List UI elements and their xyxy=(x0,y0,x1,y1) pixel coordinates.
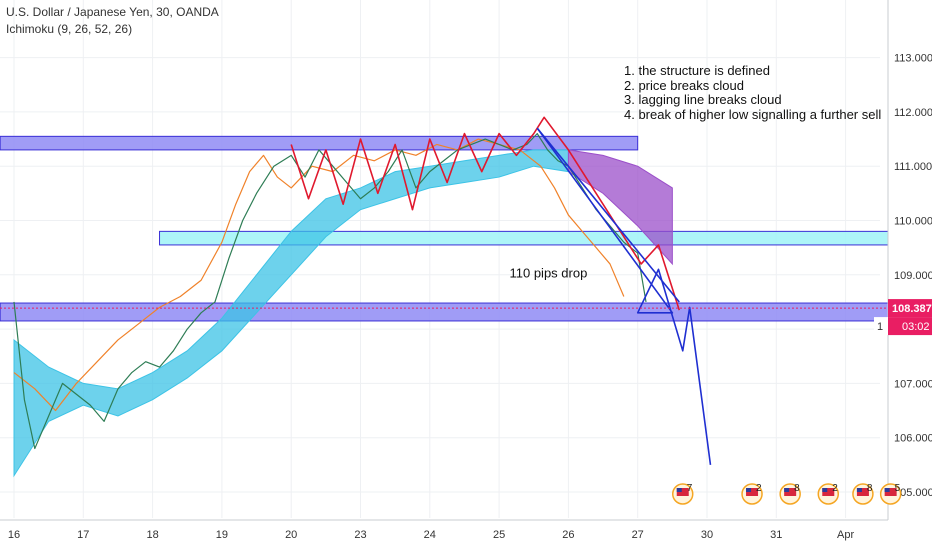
x-tick-label: 31 xyxy=(770,529,782,541)
note-2: 2. price breaks cloud xyxy=(624,77,744,93)
last-price-tag xyxy=(888,299,932,318)
price-series: 110 pips drop xyxy=(13,116,712,465)
event-flag-body xyxy=(784,488,797,496)
x-tick-label: 16 xyxy=(8,529,20,541)
zone-middle xyxy=(159,230,889,246)
drop-label: 110 pips drop xyxy=(509,266,587,281)
event-flag-canton xyxy=(746,488,752,492)
event-icons[interactable]: 7 2 8 2 8 5 xyxy=(671,483,902,505)
countdown-prefix-bg xyxy=(874,317,888,336)
event-count: 2 xyxy=(832,483,838,494)
y-tick-label: 107.000 xyxy=(894,378,932,390)
x-tick-label: 24 xyxy=(424,529,436,541)
x-tick-label: 18 xyxy=(146,529,158,541)
event-flag-canton xyxy=(676,488,682,492)
price-line xyxy=(13,133,647,450)
y-tick-label: 113.000 xyxy=(894,53,932,65)
event-flag-body xyxy=(822,488,835,496)
y-tick-label: 111.000 xyxy=(894,161,932,173)
trendline xyxy=(536,127,680,303)
note-4: 4. break of higher low signalling a furt… xyxy=(624,106,882,122)
x-tick-label: 27 xyxy=(632,529,644,541)
zone-upper xyxy=(0,135,639,151)
event-flag-canton xyxy=(856,488,862,492)
y-tick-label: 110.000 xyxy=(894,216,932,228)
countdown-prefix: 1 xyxy=(877,321,883,333)
event-flag-canton xyxy=(822,488,828,492)
projection-path xyxy=(536,127,712,465)
y-tick-label: 109.000 xyxy=(894,270,932,282)
indicator-label[interactable]: Ichimoku (9, 26, 52, 26) xyxy=(6,22,133,36)
event-count: 8 xyxy=(794,483,800,494)
x-tick-label: 23 xyxy=(354,529,366,541)
countdown-text: 03:02 xyxy=(902,321,930,333)
price-tags: 108.387 03:02 1 xyxy=(0,299,932,336)
zone-lower xyxy=(0,302,889,322)
x-tick-label: 26 xyxy=(562,529,574,541)
event-flag-icon[interactable]: 8 xyxy=(852,483,874,505)
event-count: 5 xyxy=(895,483,901,494)
event-flag-icon[interactable]: 7 xyxy=(671,483,694,505)
countdown-tag xyxy=(888,317,932,336)
x-tick-label: Apr xyxy=(837,529,854,541)
event-count: 2 xyxy=(756,483,762,494)
event-count: 8 xyxy=(867,483,873,494)
event-flag-body xyxy=(676,488,689,496)
x-tick-label: 19 xyxy=(216,529,228,541)
support-resistance-zones xyxy=(0,135,889,322)
event-flag-canton xyxy=(884,488,890,492)
chart-title: U.S. Dollar / Japanese Yen, 30, OANDA xyxy=(6,5,219,19)
event-flag-icon[interactable]: 2 xyxy=(817,483,840,505)
event-flag-body xyxy=(746,488,759,496)
y-tick-label: 105.000 xyxy=(894,487,932,499)
event-flag-body xyxy=(856,488,869,496)
note-3: 3. lagging line breaks cloud xyxy=(624,92,782,108)
y-tick-label: 112.000 xyxy=(894,107,932,119)
structure-zigzag xyxy=(290,116,681,311)
event-flag-icon[interactable]: 2 xyxy=(741,483,763,505)
note-1: 1. the structure is defined xyxy=(624,63,770,78)
event-flag-body xyxy=(884,488,897,496)
event-flag-icon[interactable]: 5 xyxy=(879,483,902,505)
analysis-notes: 1. the structure is defined 2. price bre… xyxy=(624,63,882,122)
x-tick-label: 17 xyxy=(77,529,89,541)
event-count: 7 xyxy=(687,483,693,494)
cloud-bearish xyxy=(567,149,673,266)
x-tick-label: 30 xyxy=(701,529,713,541)
x-tick-label: 25 xyxy=(493,529,505,541)
last-price-text: 108.387 xyxy=(892,303,932,315)
event-flag-icon[interactable]: 8 xyxy=(779,483,801,505)
x-tick-label: 20 xyxy=(285,529,297,541)
event-flag-canton xyxy=(784,488,790,492)
lagging-line xyxy=(13,138,625,412)
y-tick-label: 106.000 xyxy=(894,433,932,445)
